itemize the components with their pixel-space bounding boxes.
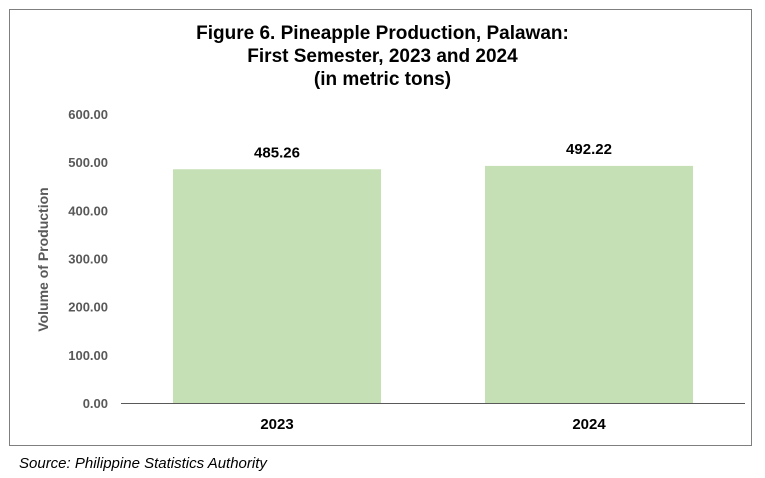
chart-title-line-3: (in metric tons)	[313, 69, 452, 90]
x-tick-label-2024: 2024	[572, 416, 606, 433]
source-note: Source: Philippine Statistics Authority	[19, 455, 267, 472]
y-tick-label: 400.00	[68, 203, 108, 218]
y-tick-label: 500.00	[68, 155, 108, 170]
y-tick-label: 300.00	[68, 252, 108, 267]
bar-2024	[485, 165, 693, 403]
y-tick-label: 200.00	[68, 300, 108, 315]
chart-title-line-1: Figure 6. Pineapple Production, Palawan:	[196, 23, 569, 44]
data-label-2023: 485.26	[254, 144, 300, 161]
chart-title-line-2: First Semester, 2023 and 2024	[247, 46, 518, 67]
y-axis-title: Volume of Production	[35, 187, 51, 331]
x-axis-tick-labels: 2023 2024	[260, 416, 606, 433]
y-axis-tick-labels: 0.00 100.00 200.00 300.00 400.00 500.00 600.00	[68, 107, 108, 411]
data-label-2024: 492.22	[566, 141, 612, 158]
bars	[173, 165, 693, 403]
y-tick-label: 600.00	[68, 107, 108, 122]
bar-data-labels: 485.26 492.22	[254, 141, 612, 161]
x-tick-label-2023: 2023	[260, 416, 293, 433]
y-tick-label: 0.00	[83, 396, 108, 411]
y-tick-label: 100.00	[68, 348, 108, 363]
chart-title: Figure 6. Pineapple Production, Palawan:…	[0, 22, 765, 91]
bar-2023	[173, 169, 381, 403]
